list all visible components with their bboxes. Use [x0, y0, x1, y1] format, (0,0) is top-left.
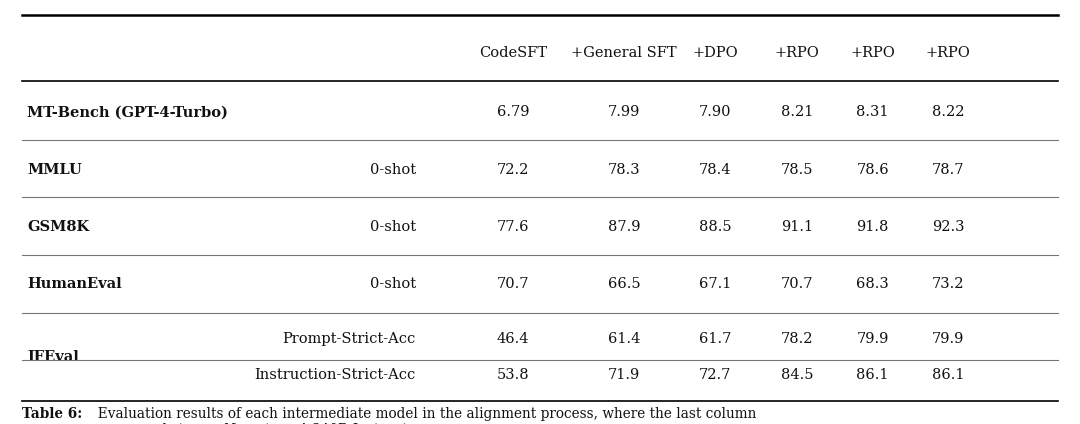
Text: 0-shot: 0-shot: [369, 277, 416, 291]
Text: 73.2: 73.2: [932, 277, 964, 291]
Text: 46.4: 46.4: [497, 332, 529, 346]
Text: 68.3: 68.3: [856, 277, 889, 291]
Text: 8.31: 8.31: [856, 105, 889, 120]
Text: 7.90: 7.90: [699, 105, 731, 120]
Text: 7.99: 7.99: [608, 105, 640, 120]
Text: Prompt-Strict-Acc: Prompt-Strict-Acc: [283, 332, 416, 346]
Text: 88.5: 88.5: [699, 220, 731, 234]
Text: CodeSFT: CodeSFT: [478, 46, 548, 60]
Text: 78.4: 78.4: [699, 162, 731, 177]
Text: 91.8: 91.8: [856, 220, 889, 234]
Text: 61.7: 61.7: [699, 332, 731, 346]
Text: 79.9: 79.9: [856, 332, 889, 346]
Text: Evaluation results of each intermediate model in the alignment process, where th: Evaluation results of each intermediate …: [89, 407, 756, 424]
Text: 72.7: 72.7: [699, 368, 731, 382]
Text: 78.7: 78.7: [932, 162, 964, 177]
Text: GSM8K: GSM8K: [27, 220, 90, 234]
Text: 72.2: 72.2: [497, 162, 529, 177]
Text: +RPO: +RPO: [926, 46, 971, 60]
Text: 8.22: 8.22: [932, 105, 964, 120]
Text: 78.2: 78.2: [781, 332, 813, 346]
Text: 92.3: 92.3: [932, 220, 964, 234]
Text: 84.5: 84.5: [781, 368, 813, 382]
Text: 0-shot: 0-shot: [369, 162, 416, 177]
Text: 79.9: 79.9: [932, 332, 964, 346]
Text: MT-Bench (GPT-4-Turbo): MT-Bench (GPT-4-Turbo): [27, 105, 228, 120]
Text: 91.1: 91.1: [781, 220, 813, 234]
Text: IFEval: IFEval: [27, 350, 79, 364]
Text: 70.7: 70.7: [497, 277, 529, 291]
Text: +RPO: +RPO: [774, 46, 820, 60]
Text: +RPO: +RPO: [850, 46, 895, 60]
Text: 77.6: 77.6: [497, 220, 529, 234]
Text: Table 6:: Table 6:: [22, 407, 82, 421]
Text: 61.4: 61.4: [608, 332, 640, 346]
Text: 70.7: 70.7: [781, 277, 813, 291]
Text: 78.5: 78.5: [781, 162, 813, 177]
Text: MMLU: MMLU: [27, 162, 82, 177]
Text: 78.3: 78.3: [608, 162, 640, 177]
Text: 87.9: 87.9: [608, 220, 640, 234]
Text: +DPO: +DPO: [692, 46, 738, 60]
Text: 53.8: 53.8: [497, 368, 529, 382]
Text: +General SFT: +General SFT: [571, 46, 677, 60]
Text: 67.1: 67.1: [699, 277, 731, 291]
Text: 66.5: 66.5: [608, 277, 640, 291]
Text: 8.21: 8.21: [781, 105, 813, 120]
Text: HumanEval: HumanEval: [27, 277, 122, 291]
Text: 6.79: 6.79: [497, 105, 529, 120]
Text: 78.6: 78.6: [856, 162, 889, 177]
Text: Instruction-Strict-Acc: Instruction-Strict-Acc: [255, 368, 416, 382]
Text: 0-shot: 0-shot: [369, 220, 416, 234]
Text: 71.9: 71.9: [608, 368, 640, 382]
Text: 86.1: 86.1: [932, 368, 964, 382]
Text: 86.1: 86.1: [856, 368, 889, 382]
